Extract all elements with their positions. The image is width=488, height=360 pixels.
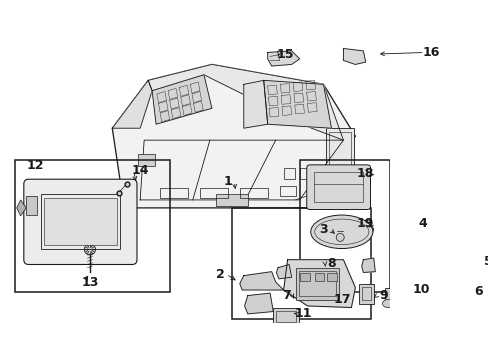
Bar <box>327 273 336 281</box>
Bar <box>26 196 37 215</box>
Text: 8: 8 <box>326 257 335 270</box>
Bar <box>160 188 187 198</box>
FancyBboxPatch shape <box>306 165 370 210</box>
Text: 7: 7 <box>281 289 290 302</box>
Text: 6: 6 <box>474 285 482 298</box>
Polygon shape <box>354 220 373 240</box>
Text: 13: 13 <box>81 275 99 288</box>
Polygon shape <box>283 260 355 307</box>
Bar <box>276 311 295 322</box>
Bar <box>314 273 324 281</box>
Bar <box>15 160 170 292</box>
Text: 2: 2 <box>215 267 224 280</box>
Polygon shape <box>244 293 273 314</box>
Polygon shape <box>263 80 331 128</box>
Text: 3: 3 <box>319 223 327 236</box>
Polygon shape <box>239 272 283 290</box>
Text: 10: 10 <box>412 283 429 297</box>
Bar <box>359 284 373 303</box>
Bar <box>299 160 389 292</box>
Polygon shape <box>112 80 152 128</box>
Bar <box>138 154 155 166</box>
Bar <box>231 208 370 319</box>
Text: 9: 9 <box>378 289 387 302</box>
Bar <box>384 288 397 305</box>
Bar <box>298 271 336 296</box>
Bar <box>215 194 247 206</box>
Text: 18: 18 <box>356 167 374 180</box>
Text: 4: 4 <box>418 217 427 230</box>
Text: 16: 16 <box>422 46 439 59</box>
Polygon shape <box>152 75 211 124</box>
Polygon shape <box>343 49 365 64</box>
Circle shape <box>84 244 95 255</box>
Bar <box>41 194 120 248</box>
Text: 5: 5 <box>483 255 488 268</box>
Bar <box>43 198 117 246</box>
Bar <box>313 172 363 202</box>
FancyBboxPatch shape <box>24 179 137 265</box>
Bar <box>273 307 298 325</box>
Bar <box>300 273 309 281</box>
Bar <box>239 188 267 198</box>
Ellipse shape <box>382 300 393 307</box>
Ellipse shape <box>310 215 372 248</box>
Bar <box>283 168 294 179</box>
Polygon shape <box>148 64 343 140</box>
Bar <box>325 128 353 172</box>
Polygon shape <box>267 51 299 66</box>
Text: 1: 1 <box>223 175 232 188</box>
Bar <box>299 168 310 179</box>
Text: 12: 12 <box>26 159 43 172</box>
Bar <box>295 268 339 300</box>
Text: 15: 15 <box>276 48 293 60</box>
Text: 14: 14 <box>131 164 149 177</box>
Bar <box>328 132 350 168</box>
Polygon shape <box>244 80 267 128</box>
Text: 19: 19 <box>356 217 374 230</box>
Polygon shape <box>112 64 355 208</box>
Bar <box>200 188 227 198</box>
Polygon shape <box>361 258 374 273</box>
Polygon shape <box>17 200 26 216</box>
Bar <box>279 186 295 196</box>
Text: 11: 11 <box>294 307 312 320</box>
Polygon shape <box>276 265 291 279</box>
Text: 17: 17 <box>332 293 350 306</box>
Bar <box>361 287 370 300</box>
Circle shape <box>336 233 344 241</box>
